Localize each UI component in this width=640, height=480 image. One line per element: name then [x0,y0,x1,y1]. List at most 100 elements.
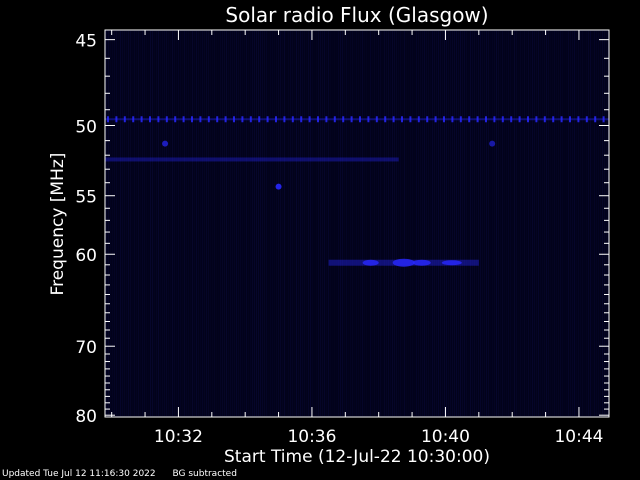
emission-dot [501,116,504,123]
noise-streak [412,31,413,416]
noise-streak [220,31,221,416]
noise-streak [118,31,119,416]
emission-dot [510,116,513,123]
noise-streak [544,31,545,416]
emission-band [105,157,399,162]
noise-streak [438,31,439,416]
emission-dot [216,116,219,123]
noise-streak [214,31,215,416]
noise-streak [434,31,435,416]
noise-streak [122,31,123,416]
emission-dot [123,116,126,123]
noise-streak [422,31,423,416]
noise-streak [504,31,505,416]
noise-streak [478,31,479,416]
noise-streak [202,31,203,416]
emission-dot [291,116,294,123]
noise-streak [536,31,537,416]
noise-streak [286,31,287,416]
y-tick-label: 70 [75,338,97,358]
noise-streak [526,31,527,416]
noise-streak [294,31,295,416]
emission-dot [258,116,261,123]
noise-streak [224,31,225,416]
noise-streak [532,31,533,416]
noise-streak [226,31,227,416]
noise-streak [390,31,391,416]
noise-streak [262,31,263,416]
noise-streak [148,31,149,416]
noise-streak [484,31,485,416]
x-axis-label: Start Time (12-Jul-22 10:30:00) [224,447,490,467]
noise-streak [342,31,343,416]
emission-dot [333,116,336,123]
noise-streak [308,31,309,416]
noise-streak [168,31,169,416]
noise-streak [236,31,237,416]
noise-streak [278,31,279,416]
noise-streak [246,31,247,416]
noise-streak [306,31,307,416]
noise-streak [152,31,153,416]
noise-streak [184,31,185,416]
noise-streak [330,31,331,416]
noise-streak [452,31,453,416]
noise-streak [318,31,319,416]
noise-streak [596,31,597,416]
noise-streak [258,31,259,416]
noise-streak [406,31,407,416]
noise-streak [174,31,175,416]
noise-streak [304,31,305,416]
spectrogram-features [105,116,609,267]
noise-streak [186,31,187,416]
noise-streak [566,31,567,416]
noise-streak [218,31,219,416]
noise-streak [446,31,447,416]
noise-streak [288,31,289,416]
noise-streak [604,31,605,416]
y-tick-label: 55 [75,188,97,208]
y-tick-label: 80 [75,407,97,427]
emission-dot [552,116,555,123]
noise-streak [348,31,349,416]
noise-streak [252,31,253,416]
noise-streak [346,31,347,416]
noise-streak [198,31,199,416]
noise-streak [302,31,303,416]
noise-streak [150,31,151,416]
noise-streak [510,31,511,416]
noise-streak [188,31,189,416]
noise-streak [580,31,581,416]
x-tick-label: 10:36 [287,427,336,447]
emission-dot [569,116,571,123]
noise-streak [574,31,575,416]
noise-streak [366,31,367,416]
emission-dot [207,116,210,123]
noise-streak [410,31,411,416]
noise-streak [206,31,207,416]
noise-streak [430,31,431,416]
emission-dot [443,116,445,123]
noise-streak [110,31,111,416]
burst-core [392,258,415,267]
x-tick-label: 10:40 [421,427,470,447]
emission-spot [275,183,282,190]
noise-streak [314,31,315,416]
noise-streak [208,31,209,416]
noise-streak [376,31,377,416]
noise-streak [600,31,601,416]
emission-dot [401,116,403,123]
emission-dot [132,116,135,123]
y-axis: 45 50 55 60 70 80 [75,32,609,427]
noise-streak [338,31,339,416]
noise-streak [380,31,381,416]
noise-streak [476,31,477,416]
emission-dot [468,116,471,123]
noise-streak [216,31,217,416]
noise-streak [312,31,313,416]
noise-streak [414,31,415,416]
noise-streak [500,31,501,416]
noise-streak [546,31,547,416]
noise-streak [520,31,521,416]
noise-streak [448,31,449,416]
